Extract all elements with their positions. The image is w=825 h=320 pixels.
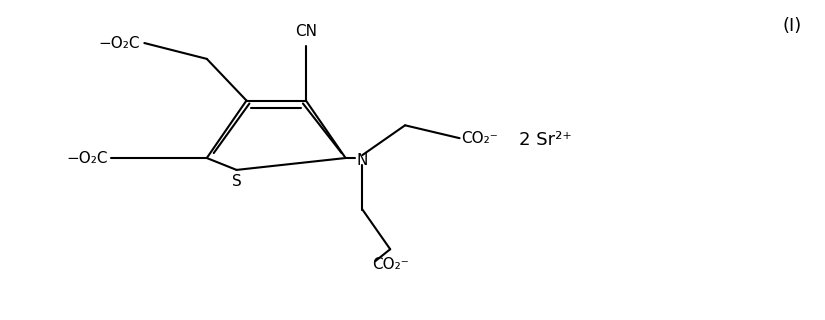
Text: (I): (I) <box>782 17 802 35</box>
Text: S: S <box>232 174 242 189</box>
Text: −O₂C: −O₂C <box>66 150 108 165</box>
Text: CO₂⁻: CO₂⁻ <box>372 257 409 272</box>
Text: CO₂⁻: CO₂⁻ <box>461 131 498 146</box>
Text: 2 Sr²⁺: 2 Sr²⁺ <box>519 131 572 149</box>
Text: −O₂C: −O₂C <box>99 36 140 51</box>
Text: CN: CN <box>295 24 317 39</box>
Text: N: N <box>356 153 368 167</box>
